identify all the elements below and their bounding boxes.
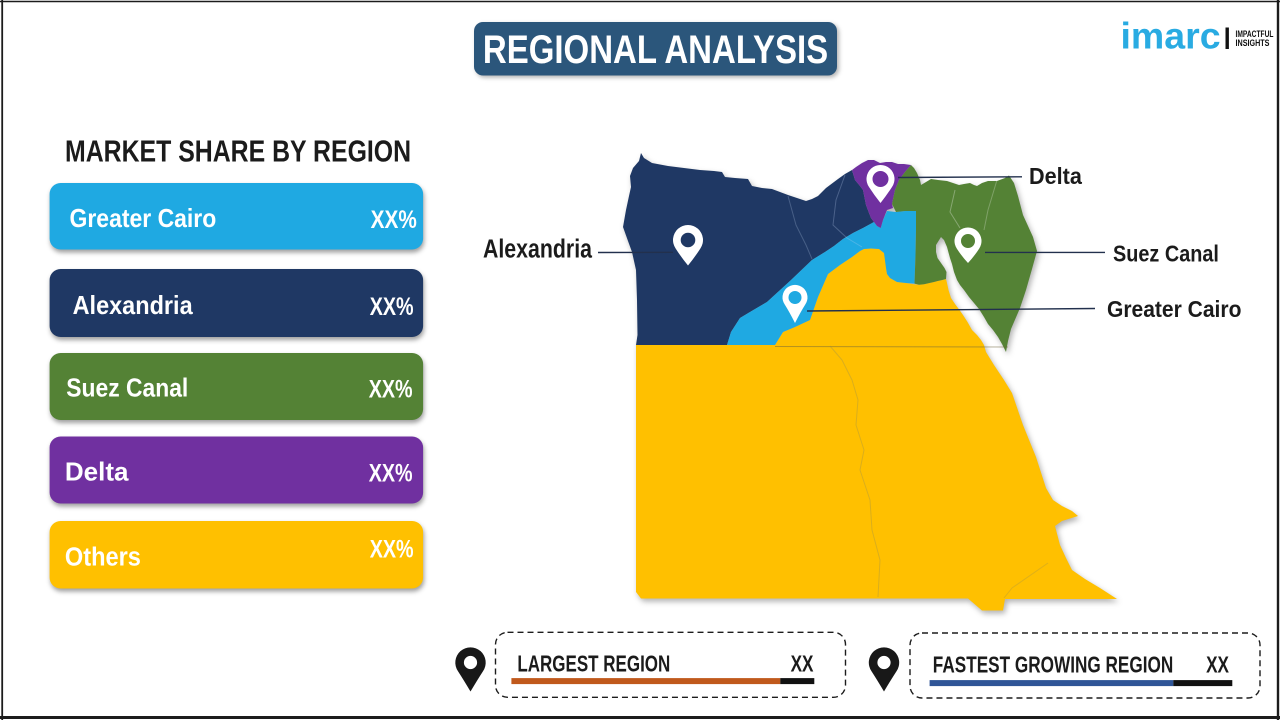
svg-text:XX%: XX% (370, 535, 414, 563)
svg-text:INSIGHTS: INSIGHTS (1236, 38, 1270, 48)
svg-text:MARKET SHARE BY REGION: MARKET SHARE BY REGION (65, 134, 411, 168)
svg-text:REGIONAL ANALYSIS: REGIONAL ANALYSIS (483, 27, 828, 72)
svg-text:XX%: XX% (369, 459, 413, 487)
svg-text:XX%: XX% (370, 293, 414, 321)
svg-text:XX%: XX% (369, 375, 413, 403)
svg-text:Delta: Delta (65, 457, 129, 487)
svg-text:Greater Cairo: Greater Cairo (70, 205, 217, 234)
svg-text:Alexandria: Alexandria (73, 292, 193, 320)
svg-text:IMPACTFUL: IMPACTFUL (1236, 29, 1274, 39)
svg-text:Suez Canal: Suez Canal (1113, 240, 1219, 267)
svg-text:Greater Cairo: Greater Cairo (1107, 296, 1241, 322)
svg-text:Suez Canal: Suez Canal (66, 374, 188, 403)
svg-text:XX: XX (791, 651, 814, 677)
svg-text:XX: XX (1206, 652, 1229, 678)
svg-text:XX%: XX% (371, 205, 417, 233)
svg-text:imarc: imarc (1121, 15, 1221, 57)
svg-text:FASTEST GROWING REGION: FASTEST GROWING REGION (933, 652, 1173, 678)
svg-text:Others: Others (65, 544, 141, 572)
svg-text:Delta: Delta (1029, 163, 1082, 189)
svg-text:LARGEST REGION: LARGEST REGION (517, 651, 670, 677)
svg-text:Alexandria: Alexandria (483, 235, 593, 265)
